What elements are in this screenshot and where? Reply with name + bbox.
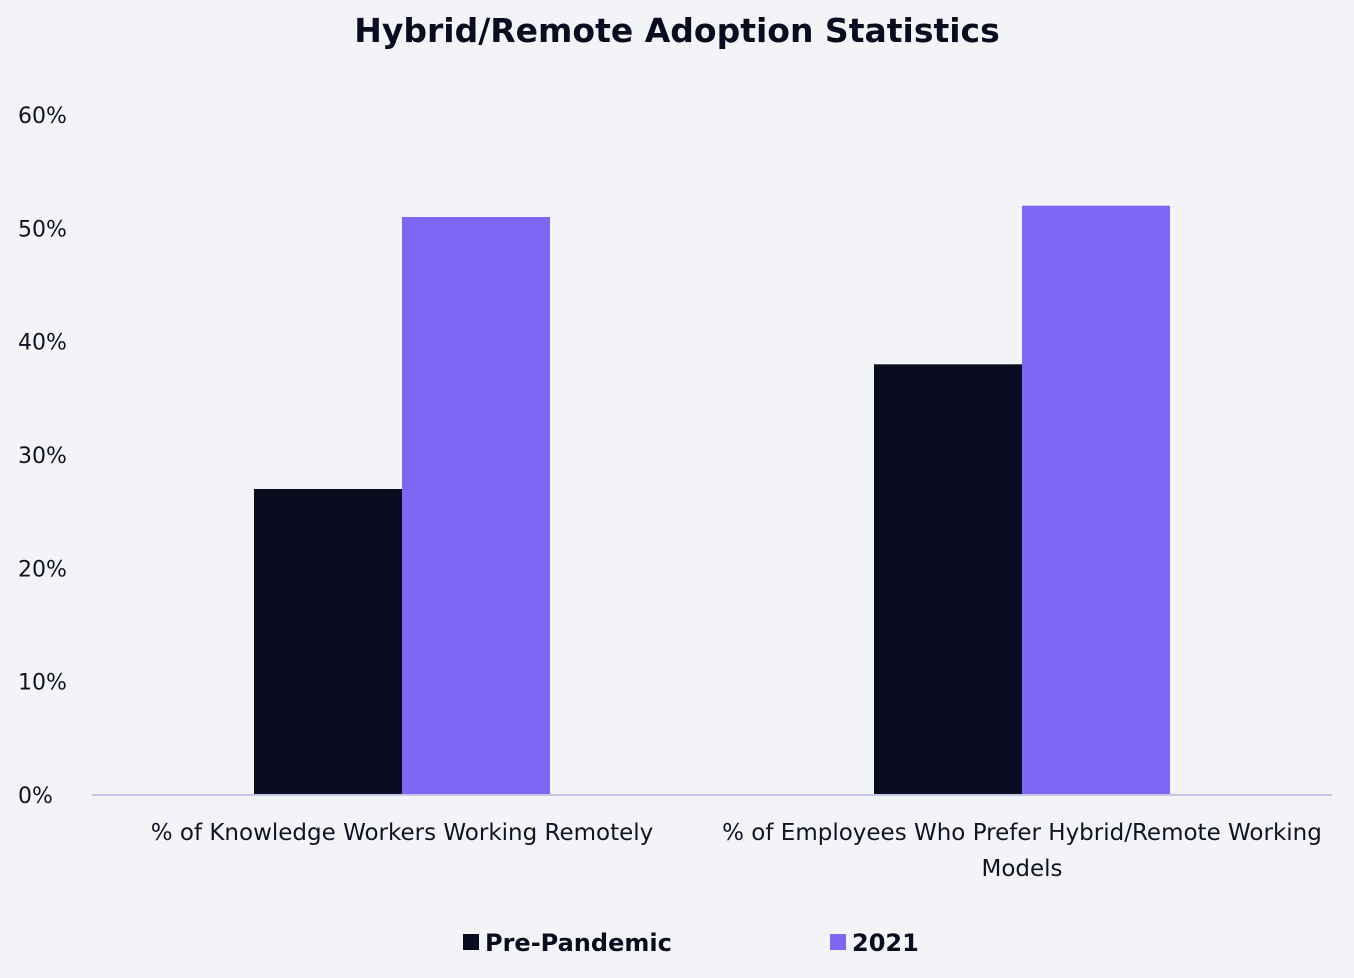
category-label-line: Models bbox=[981, 856, 1062, 882]
category-label-line: % of Employees Who Prefer Hybrid/Remote … bbox=[722, 820, 1322, 846]
chart-title: Hybrid/Remote Adoption Statistics bbox=[354, 11, 1000, 50]
category-label-line: % of Knowledge Workers Working Remotely bbox=[151, 820, 654, 846]
bar-pre-pandemic-1 bbox=[874, 364, 1022, 795]
legend-label: Pre-Pandemic bbox=[485, 929, 672, 957]
y-tick-label: 30% bbox=[18, 444, 67, 469]
legend-swatch-1 bbox=[830, 934, 846, 950]
y-tick-label: 10% bbox=[18, 671, 67, 696]
y-tick-label: 40% bbox=[18, 331, 67, 356]
y-tick-label: 20% bbox=[18, 557, 67, 582]
category-labels: % of Knowledge Workers Working Remotely%… bbox=[151, 820, 1322, 882]
category-label: % of Employees Who Prefer Hybrid/Remote … bbox=[722, 820, 1322, 882]
y-tick-label: 0% bbox=[18, 784, 53, 809]
legend-swatch-0 bbox=[463, 934, 479, 950]
y-tick-label: 60% bbox=[18, 104, 67, 129]
category-label: % of Knowledge Workers Working Remotely bbox=[151, 820, 654, 846]
bars-group bbox=[254, 205, 1170, 795]
y-tick-label: 50% bbox=[18, 217, 67, 242]
legend-label: 2021 bbox=[852, 929, 919, 957]
bar-2021-1 bbox=[1022, 205, 1170, 795]
y-axis-ticks: 0% 10% 20% 30% 40% 50% 60% bbox=[18, 104, 67, 809]
legend: Pre-Pandemic 2021 bbox=[463, 929, 919, 957]
bar-2021-0 bbox=[402, 217, 550, 795]
bar-pre-pandemic-0 bbox=[254, 489, 402, 795]
